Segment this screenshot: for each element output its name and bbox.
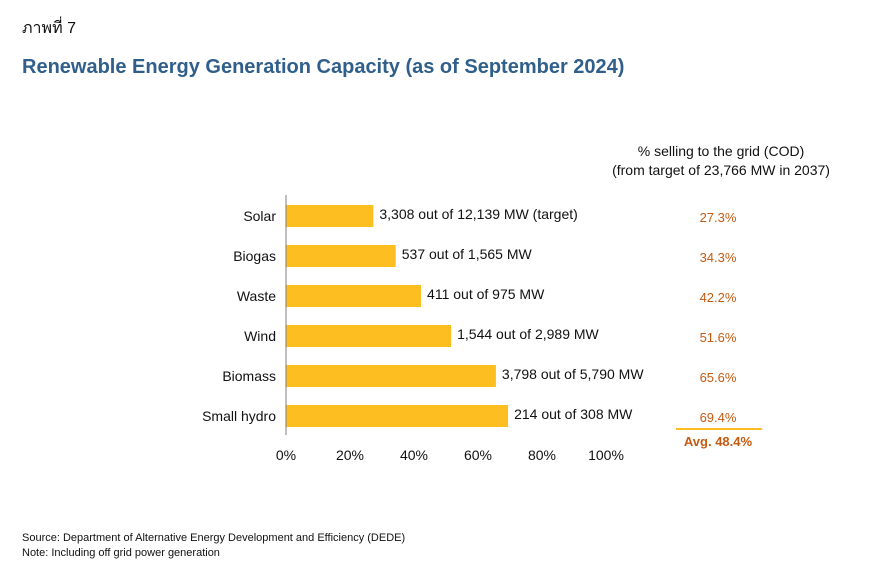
bar-label: 214 out of 308 MW	[514, 406, 633, 422]
percent-header-line-2: (from target of 23,766 MW in 2037)	[612, 162, 830, 178]
x-tick-label: 60%	[464, 447, 492, 463]
bar	[286, 365, 496, 387]
percent-value: 69.4%	[700, 410, 737, 425]
off-grid-note: Note: Including off grid power generatio…	[22, 547, 220, 559]
bar-label: 3,798 out of 5,790 MW	[502, 366, 644, 382]
bar	[286, 405, 509, 427]
percent-value: 34.3%	[700, 250, 737, 265]
category-label: Biomass	[222, 368, 276, 384]
chart-title: Renewable Energy Generation Capacity (as…	[22, 56, 625, 78]
category-label: Solar	[243, 208, 276, 224]
category-label: Waste	[237, 288, 276, 304]
x-tick-label: 100%	[588, 447, 624, 463]
percent-value: 51.6%	[700, 330, 737, 345]
bar-label: 3,308 out of 12,139 MW (target)	[379, 206, 577, 222]
bar	[286, 285, 422, 307]
x-tick-label: 40%	[400, 447, 428, 463]
bar	[286, 325, 452, 347]
bar	[286, 205, 374, 227]
category-label: Wind	[244, 328, 276, 344]
bar	[286, 245, 396, 267]
percent-value: 65.6%	[700, 370, 737, 385]
bar-label: 537 out of 1,565 MW	[402, 246, 533, 262]
category-label: Small hydro	[202, 408, 276, 424]
source-note: Source: Department of Alternative Energy…	[22, 532, 406, 544]
percent-header-line-1: % selling to the grid (COD)	[637, 143, 805, 159]
bar-label: 411 out of 975 MW	[427, 286, 545, 302]
x-tick-label: 80%	[528, 447, 556, 463]
figure-label: ภาพที่ 7	[22, 20, 76, 37]
bar-label: 1,544 out of 2,989 MW	[457, 326, 599, 342]
percent-value: 42.2%	[700, 290, 737, 305]
footnotes: Source: Department of Alternative Energy…	[22, 531, 405, 561]
x-tick-label: 0%	[276, 447, 296, 463]
percent-value: 27.3%	[700, 210, 737, 225]
x-tick-label: 20%	[336, 447, 364, 463]
category-label: Biogas	[233, 248, 276, 264]
percent-column-header: % selling to the grid (COD) (from target…	[600, 142, 842, 180]
average-value: Avg. 48.4%	[684, 434, 753, 449]
